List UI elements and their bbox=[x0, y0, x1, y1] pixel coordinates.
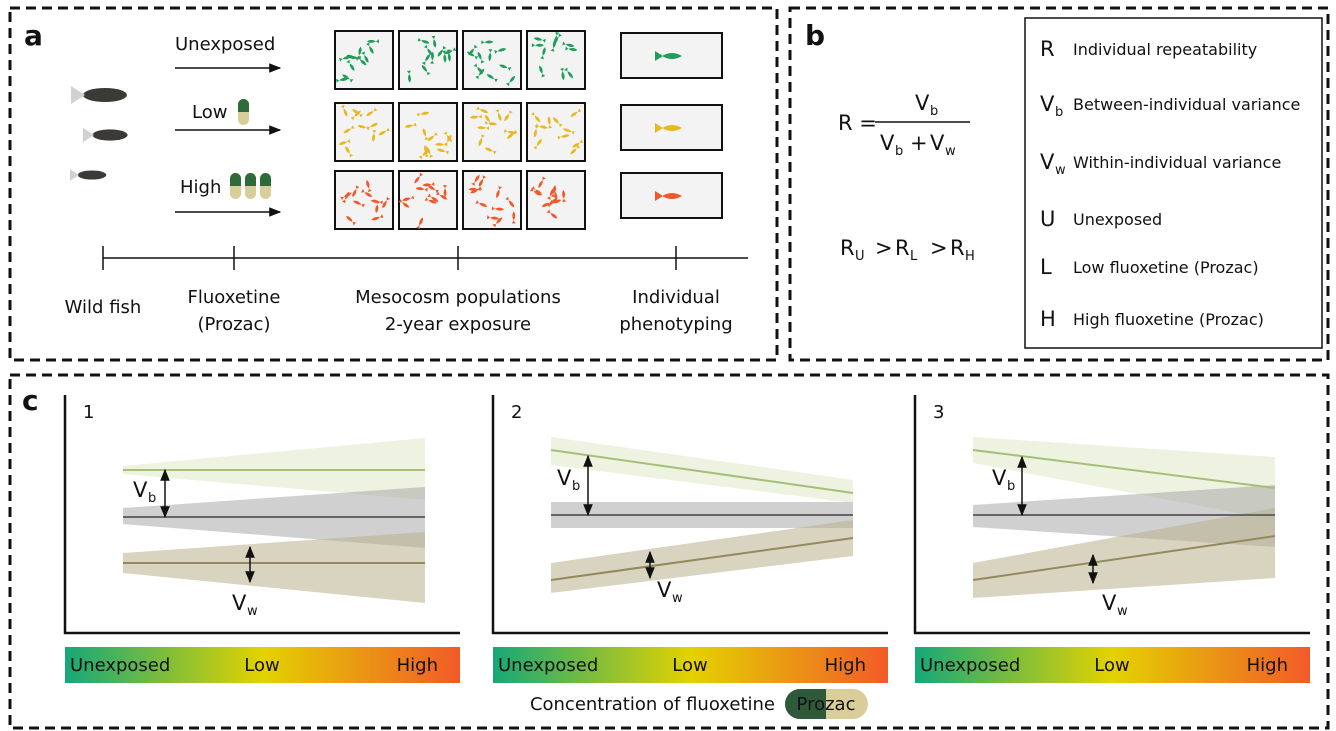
symbol: L bbox=[1040, 255, 1052, 279]
mesocosm-tank bbox=[335, 171, 393, 229]
fish-icon bbox=[71, 86, 85, 104]
operator: > bbox=[875, 236, 893, 260]
scale-label: High bbox=[825, 655, 866, 676]
mesocosm-tank bbox=[399, 31, 457, 89]
symbol: V bbox=[557, 466, 572, 490]
scale-label: Unexposed bbox=[498, 655, 598, 676]
scale-label: Unexposed bbox=[920, 655, 1020, 676]
scale-label: High bbox=[397, 655, 438, 676]
plot-number: 2 bbox=[511, 402, 522, 423]
symbol: V bbox=[1040, 150, 1055, 174]
symbol: V bbox=[232, 591, 247, 615]
symbol: R bbox=[950, 236, 965, 260]
panel-label: b bbox=[805, 19, 825, 52]
treatment-label: Low bbox=[192, 102, 227, 123]
between-band bbox=[551, 437, 853, 503]
legend-text: High fluoxetine (Prozac) bbox=[1073, 310, 1264, 329]
pill-icon bbox=[260, 173, 271, 186]
subscript: w bbox=[945, 144, 956, 159]
trend-line bbox=[551, 450, 853, 493]
legend-text: Individual repeatability bbox=[1073, 40, 1257, 59]
content: a Unexposed Low High Wild fish Fluoxetine (Pro… bbox=[22, 18, 1322, 719]
symbol: V bbox=[1040, 92, 1055, 116]
figure: a Unexposed Low High Wild fish Fluoxetine (Pro… bbox=[0, 0, 1336, 731]
scale-label: High bbox=[1247, 655, 1288, 676]
legend-text: Low fluoxetine (Prozac) bbox=[1073, 258, 1259, 277]
plot-number: 1 bbox=[83, 402, 94, 423]
equation: R = bbox=[838, 111, 877, 135]
fish-icon bbox=[78, 170, 107, 179]
panel-label: c bbox=[22, 384, 39, 417]
symbol: V bbox=[930, 131, 945, 155]
legend-box bbox=[1025, 18, 1322, 348]
operator: + bbox=[910, 131, 928, 155]
timeline-label: (Prozac) bbox=[198, 314, 271, 335]
symbol: U bbox=[1040, 207, 1055, 231]
scale-label: Low bbox=[244, 655, 279, 676]
scale-label: Unexposed bbox=[70, 655, 170, 676]
timeline-label: Wild fish bbox=[65, 297, 142, 318]
scale-label: Low bbox=[672, 655, 707, 676]
panel-label: a bbox=[24, 19, 43, 52]
symbol: V bbox=[657, 578, 672, 602]
symbol: V bbox=[880, 131, 895, 155]
subscript: w bbox=[672, 591, 683, 606]
pill-icon bbox=[238, 99, 249, 112]
symbol: H bbox=[1040, 307, 1056, 331]
timeline-label: phenotyping bbox=[619, 314, 732, 335]
subscript: b bbox=[1055, 105, 1063, 120]
subscript: b bbox=[572, 479, 580, 494]
subscript: w bbox=[247, 604, 258, 619]
timeline-label: Individual bbox=[632, 287, 720, 308]
fish-icon bbox=[92, 129, 127, 140]
pill-icon bbox=[230, 173, 241, 186]
subscript: w bbox=[1055, 163, 1066, 178]
mesocosm-tank bbox=[463, 171, 521, 229]
subscript: b bbox=[148, 491, 156, 506]
subscript: L bbox=[910, 249, 918, 264]
scale-label: Low bbox=[1094, 655, 1129, 676]
symbol: R bbox=[1040, 37, 1055, 61]
legend-text: Within-individual variance bbox=[1073, 153, 1281, 172]
fish-icon bbox=[83, 88, 127, 102]
symbol: V bbox=[1102, 591, 1117, 615]
legend-text: Unexposed bbox=[1073, 210, 1162, 229]
treatment-label: Unexposed bbox=[175, 34, 275, 55]
within-band bbox=[551, 520, 853, 593]
symbol: V bbox=[915, 91, 930, 115]
panel-b-frame bbox=[790, 8, 1328, 360]
pill-icon bbox=[245, 173, 256, 186]
subscript: H bbox=[965, 249, 975, 264]
subscript: b bbox=[895, 144, 903, 159]
timeline-label: Fluoxetine bbox=[188, 287, 281, 308]
subscript: b bbox=[1007, 479, 1015, 494]
subscript: w bbox=[1117, 604, 1128, 619]
operator: > bbox=[930, 236, 948, 260]
timeline-label: Mesocosm populations bbox=[355, 287, 561, 308]
symbol: R bbox=[895, 236, 910, 260]
pill-label: Prozac bbox=[797, 694, 856, 715]
within-band bbox=[123, 532, 425, 603]
plot-number: 3 bbox=[933, 402, 944, 423]
subscript: U bbox=[855, 249, 865, 264]
fish-icon bbox=[83, 128, 94, 142]
treatment-label: High bbox=[180, 177, 221, 198]
symbol: V bbox=[992, 466, 1007, 490]
caption: Concentration of fluoxetine bbox=[530, 694, 775, 715]
fish-icon bbox=[70, 169, 79, 181]
subscript: b bbox=[930, 104, 938, 119]
symbol: V bbox=[133, 478, 148, 502]
legend-text: Between-individual variance bbox=[1073, 95, 1300, 114]
symbol: R bbox=[840, 236, 855, 260]
timeline-label: 2-year exposure bbox=[385, 314, 531, 335]
